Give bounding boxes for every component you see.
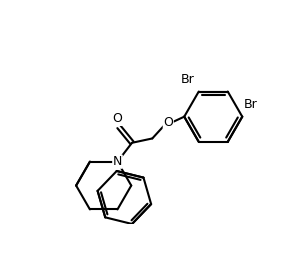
Text: O: O [113, 112, 122, 125]
Text: O: O [163, 116, 173, 129]
Text: N: N [113, 155, 122, 168]
Text: O: O [163, 116, 173, 129]
Text: Br: Br [181, 73, 194, 86]
Text: N: N [113, 155, 122, 168]
Text: O: O [113, 112, 122, 125]
Text: Br: Br [244, 98, 258, 112]
